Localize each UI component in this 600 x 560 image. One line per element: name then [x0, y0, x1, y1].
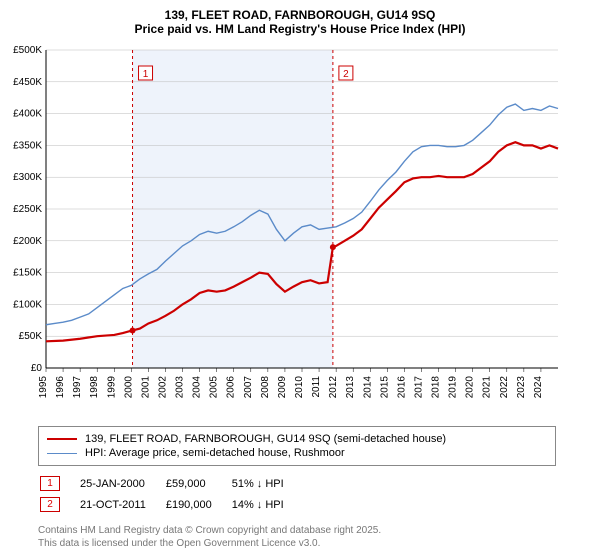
x-tick-label: 2011: [311, 376, 322, 398]
y-tick-label: £100K: [13, 299, 42, 310]
annotation-price: £190,000: [166, 495, 230, 514]
x-tick-label: 2005: [209, 376, 220, 399]
annotation-date: 21-OCT-2011: [80, 495, 164, 514]
chart-title-block: 139, FLEET ROAD, FARNBOROUGH, GU14 9SQ P…: [8, 8, 592, 36]
annotation-delta: 14% ↓ HPI: [232, 495, 302, 514]
x-tick-label: 2002: [157, 376, 168, 399]
x-tick-label: 2010: [294, 376, 305, 399]
x-tick-label: 2012: [328, 376, 339, 399]
y-tick-label: £200K: [13, 236, 42, 247]
x-tick-label: 2004: [192, 376, 203, 399]
title-line-2: Price paid vs. HM Land Registry's House …: [8, 22, 592, 36]
annotation-delta: 51% ↓ HPI: [232, 474, 302, 493]
legend-label: HPI: Average price, semi-detached house,…: [85, 447, 345, 459]
y-tick-label: £350K: [13, 140, 42, 151]
x-tick-label: 2013: [345, 376, 356, 399]
y-tick-label: £50K: [19, 331, 43, 342]
legend-label: 139, FLEET ROAD, FARNBOROUGH, GU14 9SQ (…: [85, 433, 446, 445]
x-tick-label: 2014: [362, 376, 373, 399]
y-tick-label: £150K: [13, 268, 42, 279]
annotation-table: 1 25-JAN-2000£59,00051% ↓ HPI 2 21-OCT-2011…: [38, 472, 304, 516]
x-tick-label: 1995: [38, 376, 49, 399]
x-tick-label: 2001: [140, 376, 151, 399]
x-tick-label: 2016: [396, 376, 407, 399]
annotation-marker: 2: [40, 497, 60, 512]
x-tick-label: 1998: [89, 376, 100, 399]
legend-swatch: [47, 453, 77, 454]
chart-area: £0 £50K £100K £150K £200K £250K £300K £350K £400…: [8, 40, 568, 420]
x-tick-label: 2023: [516, 376, 527, 399]
x-tick-label: 2000: [123, 376, 134, 399]
legend: 139, FLEET ROAD, FARNBOROUGH, GU14 9SQ (…: [38, 426, 556, 466]
x-tick-label: 1997: [72, 376, 83, 399]
annotation-date: 25-JAN-2000: [80, 474, 164, 493]
x-tick-label: 2008: [260, 376, 271, 399]
line-chart-svg: £0 £50K £100K £150K £200K £250K £300K £350K £400…: [8, 40, 568, 420]
x-tick-label: 1996: [55, 376, 66, 399]
footer-attribution: Contains HM Land Registry data © Crown c…: [38, 524, 592, 550]
annotation-marker: 1: [40, 476, 60, 491]
y-tick-label: £400K: [13, 109, 42, 120]
x-tick-label: 2024: [533, 376, 544, 399]
footer-line-2: This data is licensed under the Open Gov…: [38, 537, 592, 550]
x-tick-label: 1999: [106, 376, 117, 399]
x-tick-label: 2009: [277, 376, 288, 399]
x-tick-label: 2020: [465, 376, 476, 399]
title-line-1: 139, FLEET ROAD, FARNBOROUGH, GU14 9SQ: [8, 8, 592, 22]
footer-line-1: Contains HM Land Registry data © Crown c…: [38, 524, 592, 537]
x-tick-label: 2003: [175, 376, 186, 399]
x-tick-label: 2007: [243, 376, 254, 399]
annotation-row: 1 25-JAN-2000£59,00051% ↓ HPI: [40, 474, 302, 493]
x-tick-label: 2021: [482, 376, 493, 399]
y-tick-label: £500K: [13, 45, 42, 56]
marker-label: 2: [343, 69, 349, 80]
y-tick-label: £0: [31, 363, 43, 374]
x-tick-label: 2017: [413, 376, 424, 399]
marker-label: 1: [143, 69, 149, 80]
x-tick-label: 2022: [499, 376, 510, 399]
x-tick-label: 2018: [431, 376, 442, 399]
annotation-price: £59,000: [166, 474, 230, 493]
x-tick-label: 2006: [226, 376, 237, 399]
legend-row: 139, FLEET ROAD, FARNBOROUGH, GU14 9SQ (…: [47, 433, 547, 445]
annotation-row: 2 21-OCT-2011£190,00014% ↓ HPI: [40, 495, 302, 514]
x-tick-label: 2019: [448, 376, 459, 399]
y-tick-label: £450K: [13, 77, 42, 88]
legend-row: HPI: Average price, semi-detached house,…: [47, 447, 547, 459]
y-tick-label: £300K: [13, 172, 42, 183]
y-tick-label: £250K: [13, 204, 42, 215]
x-tick-label: 2015: [379, 376, 390, 399]
legend-swatch: [47, 438, 77, 440]
